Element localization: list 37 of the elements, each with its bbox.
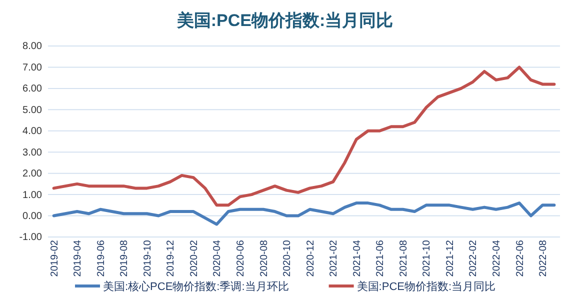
legend-label: 美国:PCE物价指数:当月同比: [356, 280, 496, 293]
x-tick-label: 2021-02: [328, 240, 340, 277]
x-tick-label: 2020-04: [212, 240, 224, 277]
x-tick-label: 2022-04: [492, 240, 502, 277]
x-tick-label: 2020-02: [188, 240, 200, 277]
y-tick-label: 7.00: [22, 62, 42, 74]
x-tick-label: 2021-12: [444, 240, 456, 277]
chart-title: 美国:PCE物价指数:当月同比: [176, 11, 394, 30]
x-tick-label: 2019-10: [142, 240, 154, 277]
x-tick-label: 2020-06: [236, 240, 246, 277]
legend-label: 美国:核心PCE物价指数:季调:当月环比: [103, 280, 289, 293]
y-tick-label: 3.00: [22, 147, 42, 158]
x-tick-label: 2021-06: [375, 240, 386, 277]
x-tick-label: 2020-12: [305, 240, 316, 277]
y-tick-label: 2.00: [22, 168, 42, 180]
x-tick-label: 2019-08: [119, 240, 130, 277]
x-tick-label: 2019-04: [72, 240, 84, 277]
x-tick-label: 2022-02: [468, 240, 480, 277]
y-tick-label: 0.00: [22, 210, 42, 222]
x-tick-label: 2021-04: [352, 240, 363, 277]
y-tick-label: 4.00: [22, 126, 42, 138]
y-tick-label: 6.00: [22, 84, 42, 95]
y-tick-label: -1.00: [19, 232, 42, 244]
x-tick-label: 2022-06: [514, 240, 526, 277]
line-series: [52, 202, 556, 226]
x-tick-label: 2019-02: [49, 240, 60, 277]
y-tick-label: 1.00: [22, 190, 42, 201]
y-tick-label: 5.00: [22, 104, 42, 116]
x-tick-label: 2021-08: [398, 240, 410, 277]
x-tick-label: 2021-10: [422, 240, 433, 277]
line-series: [52, 66, 556, 207]
x-tick-label: 2022-08: [538, 240, 550, 277]
y-tick-label: 8.00: [22, 41, 42, 52]
x-tick-label: 2020-10: [282, 240, 294, 277]
x-tick-label: 2019-06: [96, 240, 107, 277]
x-tick-label: 2020-08: [258, 240, 270, 277]
x-tick-label: 2019-12: [166, 240, 177, 277]
